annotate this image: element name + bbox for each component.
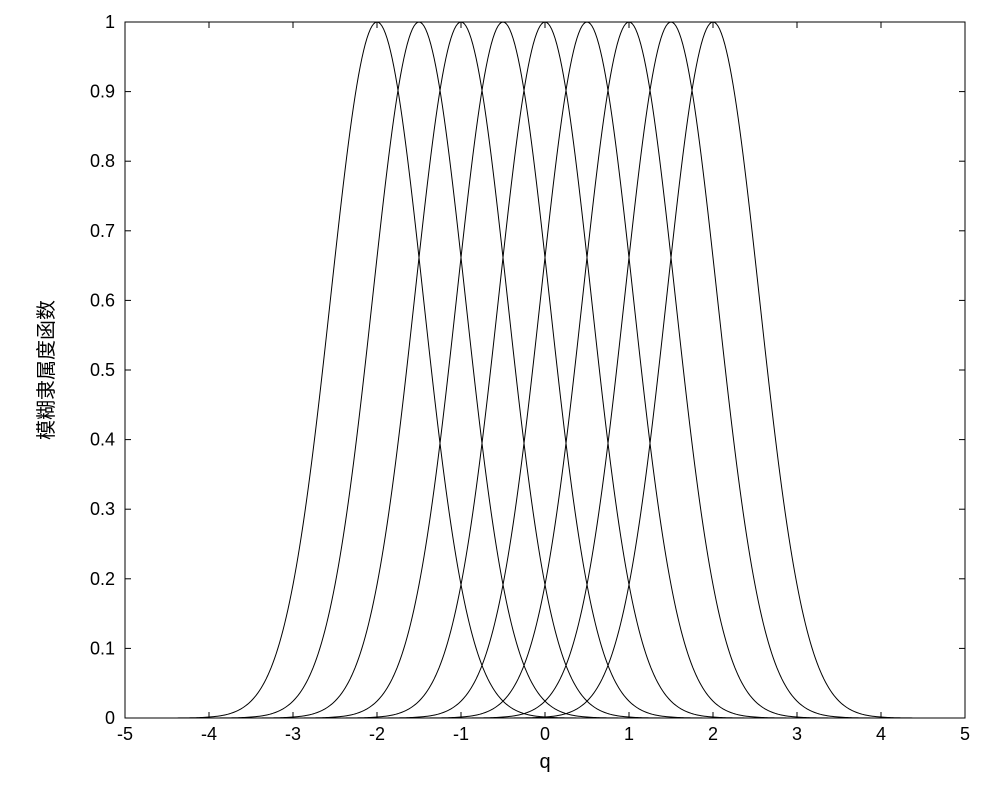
x-tick-label: 4 [876,724,886,744]
x-axis-label: q [539,751,550,773]
y-tick-label: 1 [105,12,115,32]
x-tick-label: 5 [960,724,970,744]
y-axis-label: 模糊隶属度函数 [35,300,58,440]
y-tick-label: 0.3 [90,499,115,519]
x-tick-label: 2 [708,724,718,744]
x-tick-label: -1 [453,724,469,744]
x-tick-label: -3 [285,724,301,744]
x-tick-label: -4 [201,724,217,744]
membership-chart: -5 -4 -3 -2 -1 0 1 2 3 4 5 0 0.1 0.2 0.3 0.4 0.5 0.6 0.7 0.… [0,0,1000,801]
x-tick-label: -5 [117,724,133,744]
y-tick-label: 0.7 [90,221,115,241]
y-tick-label: 0.9 [90,82,115,102]
y-tick-label: 0.5 [90,360,115,380]
y-tick-label: 0.2 [90,569,115,589]
x-tick-label: 3 [792,724,802,744]
y-tick-label: 0.1 [90,638,115,658]
y-tick-label: 0.4 [90,430,115,450]
y-tick-label: 0 [105,708,115,728]
x-tick-label: -2 [369,724,385,744]
y-tick-label: 0.8 [90,151,115,171]
y-tick-label: 0.6 [90,290,115,310]
x-tick-label: 0 [540,724,550,744]
x-tick-label: 1 [624,724,634,744]
chart-container: -5 -4 -3 -2 -1 0 1 2 3 4 5 0 0.1 0.2 0.3 0.4 0.5 0.6 0.7 0.… [0,0,1000,801]
